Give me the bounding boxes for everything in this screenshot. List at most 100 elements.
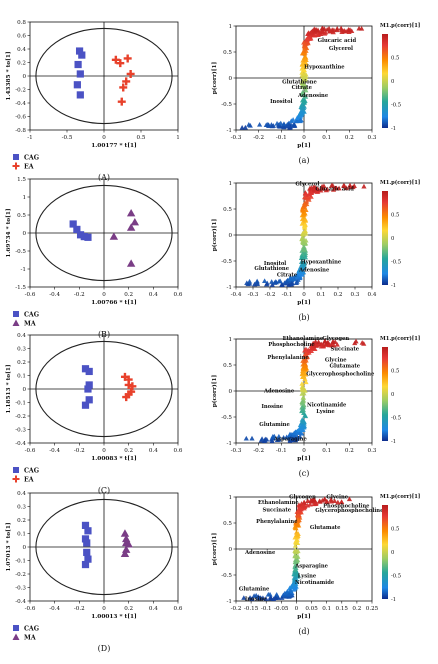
s-plot-point [341, 28, 347, 33]
metabolite-label: Inosine [245, 596, 267, 602]
s-plot-point [300, 370, 306, 376]
panel-label: (d) [298, 627, 309, 636]
s-plot-point [288, 434, 294, 440]
y-axis-label: 1.07013 * to[1] [6, 522, 12, 572]
metabolite-label: Succinate [330, 346, 359, 352]
metabolite-label: Hypoxanthine [304, 65, 345, 71]
s-plot-point [271, 433, 277, 439]
colorbar-tick-label: 0.5 [391, 213, 399, 219]
s-plot-point [300, 50, 307, 56]
s-plot-point [300, 240, 307, 246]
legend-label: CAG [24, 154, 39, 161]
point-cag [76, 70, 84, 78]
s-plot-point [298, 259, 305, 264]
y-tick-label: -0.1 [15, 559, 26, 565]
metabolite-label: Glutathione [254, 266, 289, 272]
colorbar-tick-label: 0 [391, 550, 394, 556]
s-plot-point [276, 123, 282, 129]
y-tick-label: 1 [228, 181, 232, 187]
x-tick-label: -0.4 [231, 292, 242, 298]
s-plot-point [292, 547, 298, 553]
point-cag [80, 233, 88, 241]
s-plot-point [251, 593, 257, 598]
s-plot-point [302, 250, 309, 256]
s-plot-point [328, 182, 335, 188]
s-plot-point [341, 183, 348, 188]
s-plot-point [338, 25, 344, 31]
s-plot-point [307, 501, 313, 507]
y-tick-label: 1 [228, 24, 232, 30]
colorbar-tick-label: 0.5 [391, 369, 399, 375]
s-plot-point [294, 279, 300, 284]
metabolite-label: Phenylalanine [268, 355, 310, 361]
y-tick-label: -0.6 [15, 115, 26, 121]
s-plot-point [296, 427, 302, 432]
point-cag [85, 381, 93, 389]
panel-label: (C) [98, 486, 110, 495]
s-plot-point [326, 342, 333, 348]
point-cag [85, 396, 93, 404]
x-tick-label: 0.4 [368, 292, 377, 298]
point-cag [74, 60, 82, 69]
legend-marker-cag [13, 311, 19, 317]
s-plot-point [279, 281, 285, 287]
s-plot-point [293, 565, 299, 571]
s-plot-point [328, 498, 334, 504]
metabolite-label: Ethanolamine [283, 336, 324, 342]
metabolite-label: Glucaric acid [315, 186, 354, 192]
s-plot-point [242, 124, 248, 130]
s-plot-point [303, 207, 309, 212]
point-cag [81, 535, 90, 543]
s-plot-point [262, 278, 268, 284]
s-plot-point [315, 339, 322, 345]
s-plot-point [302, 254, 309, 260]
metabolite-label: Adenosine [297, 93, 329, 99]
s-plot-point [300, 503, 306, 509]
y-tick-label: 0.5 [223, 50, 232, 56]
y-axis-label: 1.69734 * to[1] [6, 208, 12, 258]
s-plot-point [299, 381, 305, 386]
s-plot-point [313, 343, 319, 348]
legend-label: EA [24, 163, 34, 170]
y-tick-label: 0 [22, 387, 26, 393]
y-tick-label: -1.5 [15, 285, 26, 291]
colorbar-tick-label: -1 [391, 283, 396, 289]
s-plot-point [282, 590, 288, 596]
y-tick-label: -0.3 [15, 586, 26, 592]
metabolite-label: Nicotinamide [295, 580, 335, 586]
s-plot-point [303, 87, 309, 93]
s-plot-point [274, 592, 280, 597]
y-tick-label: -0.4 [15, 599, 26, 605]
x-axis-label: 1.00013 * t[1] [91, 614, 137, 620]
colorbar-title: M1.p(corr)[1] [380, 335, 420, 342]
legend-label: CAG [24, 311, 39, 318]
legend-marker-ma [12, 319, 20, 326]
y-tick-label: -0.2 [15, 414, 26, 420]
x-axis-label: p[1] [297, 143, 311, 149]
y-tick-label: 0.4 [17, 491, 26, 497]
point-ea [122, 393, 131, 402]
metabolite-label: Adenosine [263, 389, 295, 395]
point-cag [85, 367, 93, 376]
s-plot-point [241, 595, 247, 600]
panel-label: (B) [98, 330, 110, 339]
s-plot-point [292, 562, 298, 568]
s-plot-point [302, 352, 308, 358]
s-plot-point [332, 498, 338, 504]
point-cag [81, 521, 90, 529]
point-ma [122, 534, 131, 543]
metabolite-label: Phenylalanine [256, 519, 298, 525]
s-plot-point [339, 499, 345, 505]
y-tick-label: 1.5 [17, 177, 26, 183]
colorbar-tick-label: 0.5 [391, 56, 399, 62]
y-axis-label: p(corr)[1] [211, 532, 218, 565]
s-plot-point [311, 186, 318, 192]
y-tick-label: -1 [227, 599, 232, 605]
y-axis-label: p(corr)[1] [211, 218, 218, 251]
colorbar-tick-label: -1 [391, 126, 396, 132]
hotelling-ellipse [35, 498, 173, 596]
s-plot-point [302, 228, 308, 234]
point-cag [84, 527, 92, 535]
colorbar-tick-label: -0.5 [391, 416, 401, 422]
s-plot-point [303, 74, 309, 80]
